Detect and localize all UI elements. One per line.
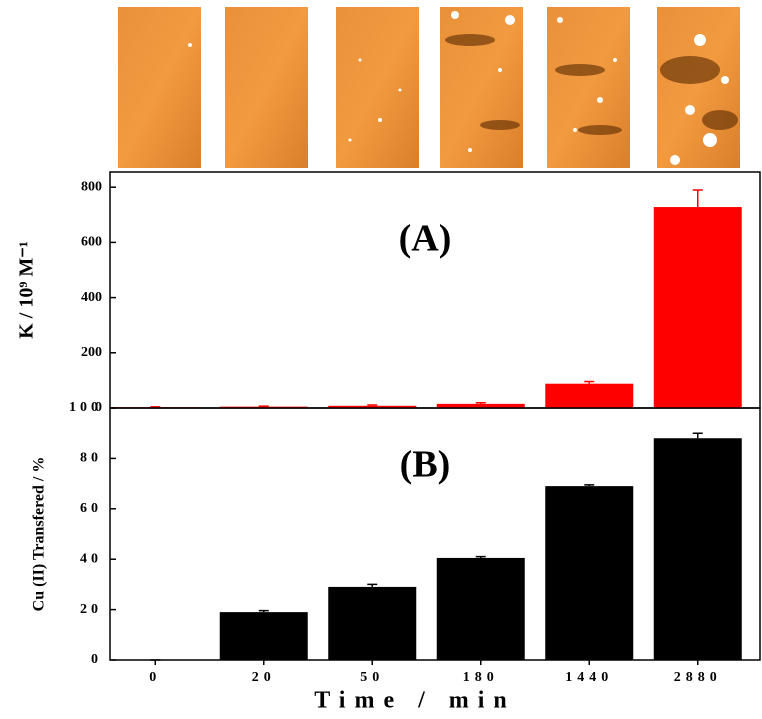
error-bar bbox=[693, 433, 703, 438]
error-bar bbox=[584, 485, 594, 486]
y-tick-label: 200 bbox=[81, 345, 102, 360]
error-bar bbox=[367, 405, 377, 406]
x-tick-label: 20 bbox=[252, 670, 276, 685]
y-tick-label: 100 bbox=[69, 400, 102, 415]
bar bbox=[328, 587, 416, 660]
y-tick-label: 80 bbox=[80, 451, 102, 466]
y-tick-label: 400 bbox=[81, 290, 102, 305]
afm-image bbox=[336, 7, 419, 168]
error-bar bbox=[259, 406, 269, 407]
x-tick-label: 2880 bbox=[674, 670, 722, 685]
y-tick-label: 0 bbox=[91, 652, 102, 667]
afm-image bbox=[547, 7, 630, 168]
bar bbox=[220, 612, 308, 660]
afm-image bbox=[657, 7, 740, 168]
y-axis-label: K / 10⁹ M⁻¹ bbox=[16, 241, 38, 339]
y-tick-label: 800 bbox=[81, 179, 102, 194]
x-tick-label: 0 bbox=[149, 670, 161, 685]
error-bar bbox=[584, 382, 594, 384]
x-tick-label: 1440 bbox=[565, 670, 613, 685]
x-tick-label: 180 bbox=[463, 670, 499, 685]
afm-image bbox=[440, 7, 523, 168]
x-axis-label: Time / min bbox=[314, 688, 516, 714]
error-bar bbox=[693, 190, 703, 207]
error-bar bbox=[476, 403, 486, 404]
bar bbox=[654, 207, 742, 408]
bar bbox=[654, 438, 742, 660]
y-tick-label: 40 bbox=[80, 551, 102, 566]
error-bar bbox=[367, 584, 377, 587]
annotation: (B) bbox=[400, 444, 451, 486]
afm-image bbox=[225, 7, 308, 168]
error-bar bbox=[259, 611, 269, 613]
y-tick-label: 20 bbox=[80, 602, 102, 617]
y-tick-label: 600 bbox=[81, 235, 102, 250]
afm-images bbox=[118, 7, 740, 168]
afm-image bbox=[118, 7, 201, 168]
y-tick-label: 60 bbox=[80, 501, 102, 516]
x-tick-label: 50 bbox=[360, 670, 384, 685]
bar bbox=[437, 558, 525, 660]
error-bar bbox=[476, 557, 486, 558]
annotation: (A) bbox=[399, 218, 452, 260]
bar bbox=[545, 384, 633, 408]
bar bbox=[545, 486, 633, 660]
y-axis-label: Cu (II) Transfered / % bbox=[31, 457, 48, 612]
